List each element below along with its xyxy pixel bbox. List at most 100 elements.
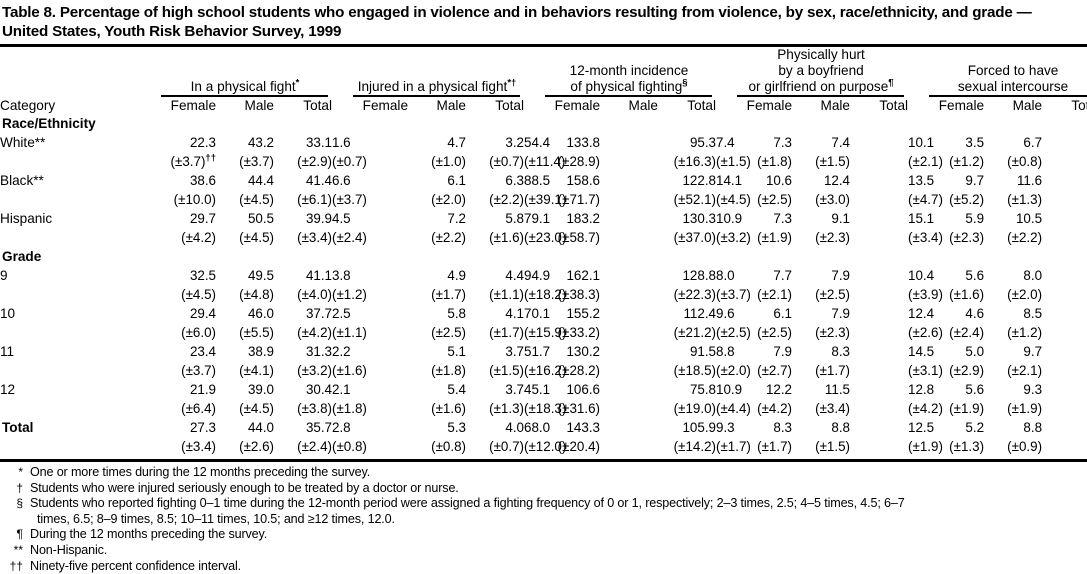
cell-value: (±23.0) bbox=[524, 230, 567, 245]
row-label-spacer bbox=[0, 228, 158, 247]
cell-value: 183.2 bbox=[566, 211, 600, 226]
cell-value: (±16.2) bbox=[524, 363, 567, 378]
cell-value: 13.5 bbox=[908, 173, 935, 188]
cell-value: (±38.3) bbox=[557, 287, 600, 302]
subheader-male-3: Male bbox=[628, 98, 658, 113]
cell-value: 29.4 bbox=[189, 306, 216, 321]
cell-value: (±6.0) bbox=[181, 325, 216, 340]
cell-value: (±2.1) bbox=[908, 154, 943, 169]
cell-value: (±4.0) bbox=[297, 287, 332, 302]
cell-value: (±3.8) bbox=[297, 401, 332, 416]
cell-value: (±2.0) bbox=[1007, 287, 1043, 302]
group-header-forced-sex-line1: Forced to have bbox=[967, 63, 1059, 78]
footnote-text: Students who reported fighting 0–1 time … bbox=[30, 496, 905, 511]
spanner-rule-2 bbox=[350, 95, 524, 97]
cell-value: 51.7 bbox=[524, 344, 551, 359]
table-row-confidence-interval: (±3.4) (±2.6) (±2.4) (±0.8) (±0.8) (±0.7) (±12… bbox=[0, 437, 1087, 456]
cell-value: 8.5 bbox=[1023, 306, 1043, 321]
cell-value: (±6.1) bbox=[297, 192, 332, 207]
cell-value: (±1.7) bbox=[431, 287, 466, 302]
subheader-male-5: Male bbox=[1012, 98, 1043, 113]
cell-value: 7.4 bbox=[831, 135, 850, 150]
cell-value: (±1.6) bbox=[489, 230, 524, 245]
cell-value: (±1.9) bbox=[757, 230, 792, 245]
section-heading: Grade bbox=[2, 249, 42, 264]
cell-value: 7.4 bbox=[716, 135, 735, 150]
subheader-male-4: Male bbox=[820, 98, 850, 113]
cell-value: 49.5 bbox=[247, 268, 274, 283]
row-label-spacer bbox=[0, 323, 158, 342]
row-label: 12 bbox=[0, 382, 16, 397]
cell-value: 12.8 bbox=[908, 382, 935, 397]
cell-value: 94.9 bbox=[524, 268, 551, 283]
column-gap bbox=[600, 361, 658, 380]
cell-value: (±2.2) bbox=[1007, 230, 1043, 245]
cell-value: 32.5 bbox=[189, 268, 216, 283]
footnote-item: ** Non-Hispanic. bbox=[0, 543, 1087, 559]
cell-value: (±1.6) bbox=[332, 363, 367, 378]
cell-value: 27.3 bbox=[189, 420, 216, 435]
cell-value: (±37.0) bbox=[673, 230, 716, 245]
table-row: Grade bbox=[0, 247, 1087, 266]
page-title: Table 8. Percentage of high school stude… bbox=[2, 4, 1032, 40]
cell-value: (±3.7) bbox=[239, 154, 274, 169]
subheader-female-2: Female bbox=[362, 98, 408, 113]
cell-value: (±0.7) bbox=[332, 154, 367, 169]
cell-value: 6.1 bbox=[447, 173, 466, 188]
cell-value: (±1.7) bbox=[757, 439, 792, 454]
cell-value: 7.3 bbox=[773, 135, 792, 150]
cell-value: (±16.3) bbox=[673, 154, 716, 169]
column-gap bbox=[850, 209, 908, 228]
column-gap bbox=[850, 380, 908, 399]
cell-value: 9.1 bbox=[831, 211, 850, 226]
cell-value: 6.1 bbox=[773, 306, 792, 321]
cell-value: (±4.5) bbox=[716, 192, 751, 207]
cell-value: 8.3 bbox=[831, 344, 850, 359]
cell-value: (±2.3) bbox=[949, 230, 985, 245]
footnote-marker-asterisk: * bbox=[295, 77, 300, 89]
cell-value: (±1.9) bbox=[949, 401, 985, 416]
cell-value: 14.5 bbox=[908, 344, 935, 359]
group-header-incidence-line1: 12-month incidence bbox=[569, 63, 689, 78]
row-label: Hispanic bbox=[0, 211, 53, 226]
table-row: Hispanic 29.7 50.5 39.9 4.5 7.2 5.8 79.1 183.2 13… bbox=[0, 209, 1087, 228]
subheader-male-1: Male bbox=[244, 98, 274, 113]
table-row-confidence-interval: (±4.5) (±4.8) (±4.0) (±1.2) (±1.7) (±1.1) (±18… bbox=[0, 285, 1087, 304]
cell-value: (±3.7) bbox=[716, 287, 751, 302]
cell-value: (±15.9) bbox=[524, 325, 567, 340]
cell-value: 3.7 bbox=[505, 344, 524, 359]
cell-value: (±3.7)†† bbox=[170, 152, 216, 169]
cell-value: (±4.2) bbox=[181, 230, 216, 245]
title-rule bbox=[0, 44, 1087, 47]
table-row-confidence-interval: (±4.2) (±4.5) (±3.4) (±2.4) (±2.2) (±1.6) (±23… bbox=[0, 228, 1087, 247]
cell-value: 8.3 bbox=[773, 420, 792, 435]
row-label-total: Total bbox=[2, 420, 34, 435]
subheader-total-4: Total bbox=[879, 98, 909, 113]
cell-value: 112.4 bbox=[683, 306, 716, 321]
cell-value: (±4.5) bbox=[239, 192, 274, 207]
cell-value: 11.6 bbox=[1016, 173, 1043, 188]
cell-value: 7.2 bbox=[447, 211, 466, 226]
cell-value: 8.8 bbox=[716, 344, 735, 359]
cell-value: 9.7 bbox=[965, 173, 985, 188]
cell-value: 12.4 bbox=[823, 173, 850, 188]
cell-value: 3.5 bbox=[965, 135, 985, 150]
table-row-confidence-interval: (±6.4) (±4.5) (±3.8) (±1.8) (±1.6) (±1.3) (±18… bbox=[0, 399, 1087, 418]
cell-value: (±18.3) bbox=[524, 401, 567, 416]
cell-value: (±11.4) bbox=[524, 154, 566, 169]
cell-value: 39.9 bbox=[305, 211, 332, 226]
cell-value: (±1.7) bbox=[815, 363, 850, 378]
cell-value: (±39.1) bbox=[524, 192, 567, 207]
footnote-marker: § bbox=[16, 496, 23, 511]
cell-value: 95.3 bbox=[689, 135, 716, 150]
group-header-physical-fight: In a physical fight* bbox=[190, 77, 300, 94]
table-row-confidence-interval: (±6.0) (±5.5) (±4.2) (±1.1) (±2.5) (±1.7) (±15… bbox=[0, 323, 1087, 342]
cell-value: (±21.2) bbox=[673, 325, 716, 340]
subheader-total-2: Total bbox=[495, 98, 524, 113]
cell-value: (±6.4) bbox=[181, 401, 216, 416]
cell-value: 2.5 bbox=[332, 306, 351, 321]
column-gap bbox=[600, 285, 658, 304]
cell-value: 38.6 bbox=[189, 173, 216, 188]
table-head: Physically hurt 12-month incidence by a … bbox=[0, 47, 1087, 114]
